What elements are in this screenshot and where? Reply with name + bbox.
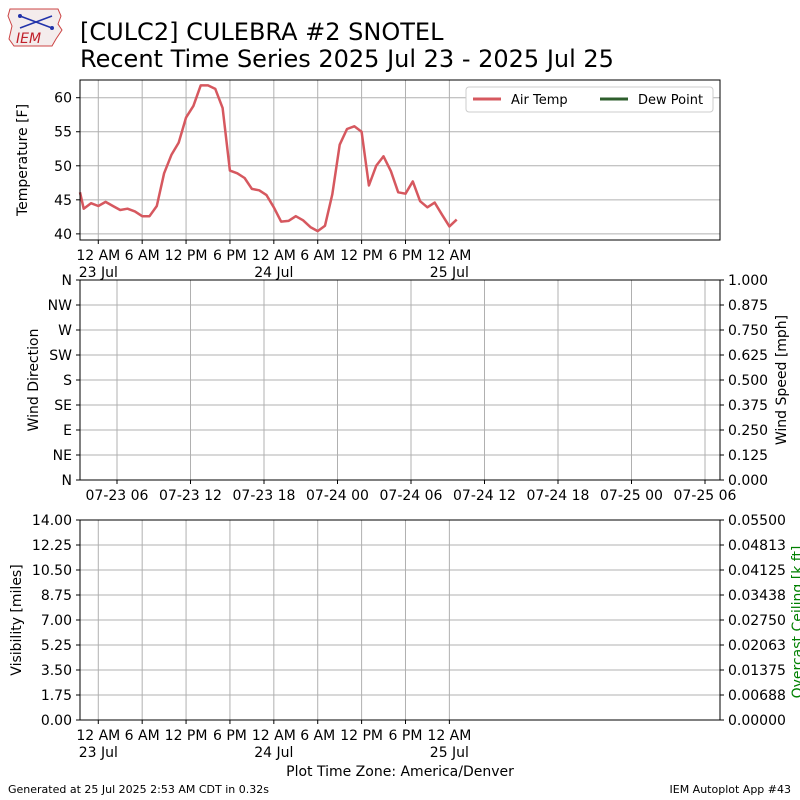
- wind-x-tick-label: 07-25 06: [674, 488, 737, 504]
- temp-y-tick-label: 40: [54, 227, 72, 243]
- wind-dir-tick-label: SW: [49, 348, 72, 364]
- vis-plot-frame: [79, 519, 721, 721]
- vis-x-tick-label: 6 PM: [213, 728, 247, 744]
- series-line-air-temp: [78, 84, 458, 233]
- wind-speed-tick-label: 0.250: [728, 423, 768, 439]
- temp-x-tick-date: 25 Jul: [430, 265, 469, 281]
- vis-x-tick-date: 24 Jul: [254, 745, 293, 761]
- ceiling-tick-label: 0.03438: [728, 588, 786, 604]
- temp-x-tick-label: 6 AM: [300, 248, 335, 264]
- temp-x-tick-label: 6 PM: [389, 248, 423, 264]
- wind-speed-tick-label: 1.000: [728, 273, 768, 289]
- temp-y-tick-label: 60: [54, 91, 72, 107]
- temp-y-tick-label: 55: [54, 125, 72, 141]
- legend-label-dew-point: Dew Point: [638, 93, 703, 108]
- vis-x-tick-label: 12 AM: [252, 728, 296, 744]
- wind-x-tick-label: 07-25 00: [600, 488, 663, 504]
- temp-x-tick-date: 23 Jul: [79, 265, 118, 281]
- vis-x-tick-label: 12 AM: [76, 728, 120, 744]
- wind-x-tick-label: 07-24 00: [306, 488, 369, 504]
- visibility-tick-label: 8.75: [41, 588, 72, 604]
- visibility-tick-label: 10.50: [32, 563, 72, 579]
- temp-y-tick-label: 45: [54, 193, 72, 209]
- ceiling-tick-label: 0.00688: [728, 688, 786, 704]
- wind-speed-tick-label: 0.875: [728, 298, 768, 314]
- wind-dir-axis-label: Wind Direction: [26, 329, 42, 432]
- vis-x-tick-date: 23 Jul: [79, 745, 118, 761]
- wind-speed-tick-label: 0.000: [728, 473, 768, 489]
- wind-x-tick-label: 07-24 18: [527, 488, 590, 504]
- temp-x-tick-label: 12 AM: [76, 248, 120, 264]
- visibility-tick-label: 7.00: [41, 613, 72, 629]
- wind-speed-tick-label: 0.625: [728, 348, 768, 364]
- wind-dir-tick-label: N: [62, 473, 72, 489]
- wind-speed-axis-label: Wind Speed [mph]: [774, 315, 790, 445]
- ceiling-axis-label: Overcast Ceiling [k ft]: [790, 546, 800, 699]
- wind-dir-tick-label: NE: [53, 448, 72, 464]
- wind-x-tick-label: 07-24 12: [453, 488, 516, 504]
- vis-x-tick-label: 6 AM: [125, 728, 160, 744]
- visibility-axis-label: Visibility [miles]: [9, 564, 25, 675]
- wind-speed-tick-label: 0.125: [728, 448, 768, 464]
- temp-x-tick-label: 12 PM: [165, 248, 208, 264]
- vis-x-tick-label: 12 PM: [165, 728, 208, 744]
- wind-dir-tick-label: S: [63, 373, 72, 389]
- ceiling-tick-label: 0.02063: [728, 638, 786, 654]
- wind-speed-tick-label: 0.375: [728, 398, 768, 414]
- temp-x-tick-date: 24 Jul: [254, 265, 293, 281]
- iem-logo: IEM: [6, 6, 64, 50]
- temp-plot-frame: [79, 79, 721, 241]
- temp-x-tick-label: 12 AM: [252, 248, 296, 264]
- chart-title-line2: Recent Time Series 2025 Jul 23 - 2025 Ju…: [80, 45, 614, 73]
- vis-x-tick-label: 12 AM: [427, 728, 471, 744]
- temp-x-tick-label: 12 AM: [427, 248, 471, 264]
- vis-x-tick-date: 25 Jul: [430, 745, 469, 761]
- wind-speed-tick-label: 0.500: [728, 373, 768, 389]
- ceiling-tick-label: 0.04813: [728, 538, 786, 554]
- wind-x-tick-label: 07-23 06: [86, 488, 149, 504]
- ceiling-tick-label: 0.05500: [728, 513, 786, 529]
- temp-y-tick-label: 50: [54, 159, 72, 175]
- temp-x-tick-label: 6 PM: [213, 248, 247, 264]
- chart-title-line1: [CULC2] CULEBRA #2 SNOTEL: [80, 18, 444, 46]
- visibility-tick-label: 1.75: [41, 688, 72, 704]
- logo-text: IEM: [16, 31, 41, 47]
- legend-box: [465, 86, 714, 113]
- wind-dir-tick-label: W: [58, 323, 72, 339]
- wind-dir-tick-label: SE: [54, 398, 72, 414]
- vis-x-tick-label: 6 PM: [389, 728, 423, 744]
- ceiling-tick-label: 0.00000: [728, 713, 786, 729]
- vis-x-tick-label: 12 PM: [340, 728, 383, 744]
- wind-dir-tick-label: N: [62, 273, 72, 289]
- wind-dir-tick-label: E: [63, 423, 72, 439]
- vis-x-tick-label: 6 AM: [300, 728, 335, 744]
- wind-x-tick-label: 07-23 12: [159, 488, 222, 504]
- wind-dir-tick-label: NW: [48, 298, 72, 314]
- visibility-tick-label: 5.25: [41, 638, 72, 654]
- visibility-tick-label: 0.00: [41, 713, 72, 729]
- wind-x-tick-label: 07-23 18: [233, 488, 296, 504]
- visibility-tick-label: 12.25: [32, 538, 72, 554]
- wind-speed-tick-label: 0.750: [728, 323, 768, 339]
- ceiling-tick-label: 0.01375: [728, 663, 786, 679]
- visibility-tick-label: 3.50: [41, 663, 72, 679]
- ceiling-tick-label: 0.02750: [728, 613, 786, 629]
- visibility-tick-label: 14.00: [32, 513, 72, 529]
- temp-x-tick-label: 6 AM: [125, 248, 160, 264]
- temp-x-tick-label: 12 PM: [340, 248, 383, 264]
- footer-app-id: IEM Autoplot App #43: [669, 783, 792, 796]
- legend-label-air-temp: Air Temp: [511, 93, 568, 108]
- temp-y-axis-label: Temperature [F]: [15, 104, 31, 217]
- wind-plot-frame: [79, 279, 721, 481]
- footer-generated: Generated at 25 Jul 2025 2:53 AM CDT in …: [8, 783, 269, 796]
- ceiling-tick-label: 0.04125: [728, 563, 786, 579]
- x-axis-title: Plot Time Zone: America/Denver: [286, 764, 514, 780]
- wind-x-tick-label: 07-24 06: [380, 488, 443, 504]
